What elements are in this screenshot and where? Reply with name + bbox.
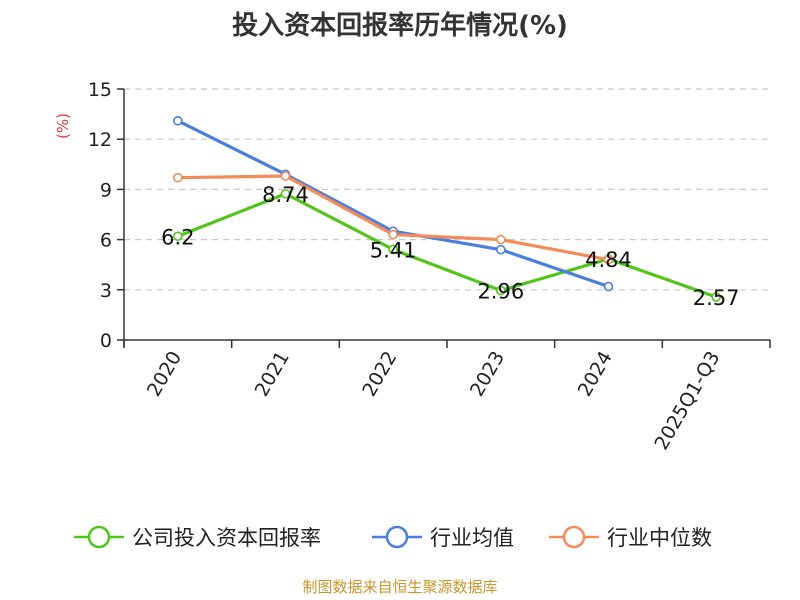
y-tick-label: 15: [88, 79, 112, 101]
legend[interactable]: 公司投入资本回报率 行业均值 行业中位数: [74, 525, 712, 550]
series-point-1[interactable]: [496, 244, 506, 255]
series-point-0[interactable]: [496, 285, 506, 296]
source-note: 制图数据来自恒生聚源数据库: [302, 578, 497, 596]
legend-item-0[interactable]: 公司投入资本回报率: [74, 525, 321, 550]
series-point-2[interactable]: [280, 171, 291, 181]
series-point-2[interactable]: [603, 254, 614, 265]
y-tick-label: 12: [88, 129, 112, 151]
series-line-0: [176, 192, 718, 299]
x-tick-label: 2021: [251, 348, 294, 401]
series-point-2[interactable]: [173, 172, 183, 183]
y-tick-label: 6: [100, 230, 112, 252]
y-axis-unit: (%): [54, 113, 72, 139]
series-point-0[interactable]: [711, 292, 721, 302]
data-label: 4.84: [585, 248, 632, 272]
series-point-0[interactable]: [280, 188, 291, 199]
series-point-2[interactable]: [388, 229, 398, 240]
axes: 0 3 6 9 12 15 2020 2021 2022 2023 2024 2025Q1-Q3: [88, 79, 771, 454]
data-label: 6.2: [161, 225, 194, 249]
data-label: 8.74: [262, 183, 309, 207]
legend-label: 公司投入资本回报率: [132, 526, 321, 550]
data-label: 2.57: [693, 286, 740, 310]
legend-item-2[interactable]: 行业中位数: [549, 525, 712, 550]
y-tick-label: 0: [100, 330, 112, 352]
legend-swatch-marker: [385, 525, 409, 549]
series-lines: [173, 115, 721, 302]
data-label: 5.41: [370, 238, 417, 262]
legend-swatch-marker: [87, 525, 111, 549]
series-point-0[interactable]: [388, 244, 398, 255]
y-tick-label: 3: [100, 280, 112, 302]
x-tick-label: 2020: [143, 348, 186, 401]
data-labels: 6.2 8.74 5.41 2.96 4.84 2.57: [161, 183, 739, 310]
gridlines: [124, 88, 770, 291]
chart-title: 投入资本回报率历年情况(%): [232, 10, 568, 41]
data-label: 2.96: [477, 279, 524, 303]
series-point-1[interactable]: [603, 281, 614, 292]
x-tick-label: 2025Q1-Q3: [650, 348, 724, 454]
legend-item-1[interactable]: 行业均值: [372, 525, 514, 550]
legend-label: 行业均值: [430, 526, 514, 550]
y-tick-label: 9: [100, 179, 112, 201]
series-point-1[interactable]: [173, 115, 183, 126]
x-tick-label: 2024: [574, 348, 617, 401]
series-point-2[interactable]: [496, 234, 506, 245]
series-point-0[interactable]: [173, 231, 183, 242]
legend-swatch-marker: [562, 525, 586, 549]
x-tick-label: 2023: [466, 348, 509, 401]
legend-label: 行业中位数: [607, 526, 712, 550]
x-tick-label: 2022: [358, 348, 401, 401]
